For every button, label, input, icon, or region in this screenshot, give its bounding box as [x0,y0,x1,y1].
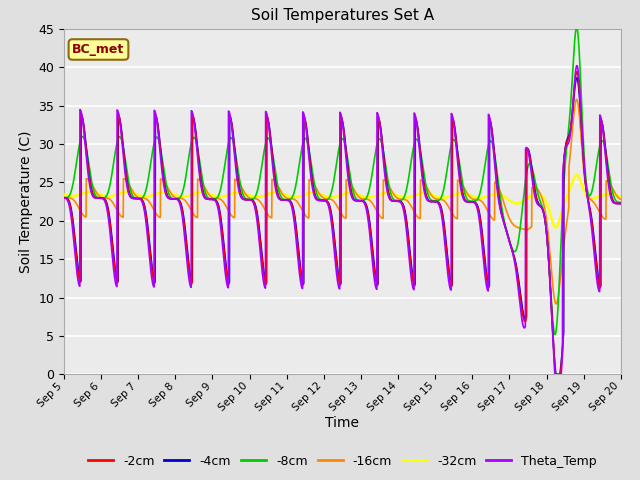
Legend: -2cm, -4cm, -8cm, -16cm, -32cm, Theta_Temp: -2cm, -4cm, -8cm, -16cm, -32cm, Theta_Te… [83,450,602,473]
-16cm [573,96,580,102]
-4cm [552,372,560,377]
-32cm [274,190,282,195]
Theta_Temp [573,63,581,69]
Y-axis label: Soil Temperature (C): Soil Temperature (C) [19,131,33,273]
Theta_Temp [298,284,305,290]
Theta_Temp [157,155,164,160]
-16cm [617,197,625,203]
-2cm [157,149,164,155]
-4cm [606,187,614,193]
-32cm [60,192,68,197]
Line: -4cm: -4cm [64,78,621,374]
-16cm [157,176,164,182]
Theta_Temp [60,195,68,201]
-4cm [274,190,282,196]
-4cm [60,195,68,201]
-8cm [572,26,580,32]
-4cm [298,274,305,279]
Theta_Temp [546,278,554,284]
-16cm [606,181,614,187]
X-axis label: Time: Time [325,416,360,430]
-2cm [606,189,614,194]
-8cm [617,200,625,205]
-4cm [124,181,131,187]
-2cm [124,183,131,189]
Theta_Temp [551,372,559,377]
Theta_Temp [274,193,282,199]
Line: Theta_Temp: Theta_Temp [64,66,621,374]
Line: -8cm: -8cm [64,29,621,335]
-2cm [274,192,282,197]
-2cm [298,277,305,283]
-32cm [552,225,559,230]
-16cm [60,194,68,200]
Theta_Temp [606,192,614,198]
-2cm [573,69,580,74]
-4cm [546,276,554,282]
-4cm [157,146,164,152]
-32cm [298,192,305,198]
-16cm [274,182,282,188]
-4cm [617,201,625,206]
-2cm [552,372,559,377]
-8cm [124,171,131,177]
Line: -2cm: -2cm [64,72,621,374]
-2cm [546,276,554,282]
-16cm [298,206,305,212]
Theta_Temp [617,201,625,206]
Text: BC_met: BC_met [72,43,125,56]
-8cm [157,145,164,151]
-16cm [546,250,554,255]
-32cm [124,189,131,195]
-2cm [60,195,68,201]
-4cm [573,75,580,81]
-32cm [617,194,625,200]
-32cm [546,210,554,216]
-32cm [606,191,614,197]
Theta_Temp [124,186,131,192]
-2cm [617,201,625,206]
-8cm [298,146,305,152]
Line: -16cm: -16cm [64,99,621,304]
-8cm [551,332,559,337]
-32cm [573,172,580,178]
-8cm [606,177,614,182]
Line: -32cm: -32cm [64,175,621,228]
-16cm [124,179,131,185]
-8cm [274,181,282,187]
Title: Soil Temperatures Set A: Soil Temperatures Set A [251,9,434,24]
-8cm [60,195,68,201]
-8cm [546,274,554,280]
-32cm [157,190,164,195]
-16cm [552,301,560,307]
